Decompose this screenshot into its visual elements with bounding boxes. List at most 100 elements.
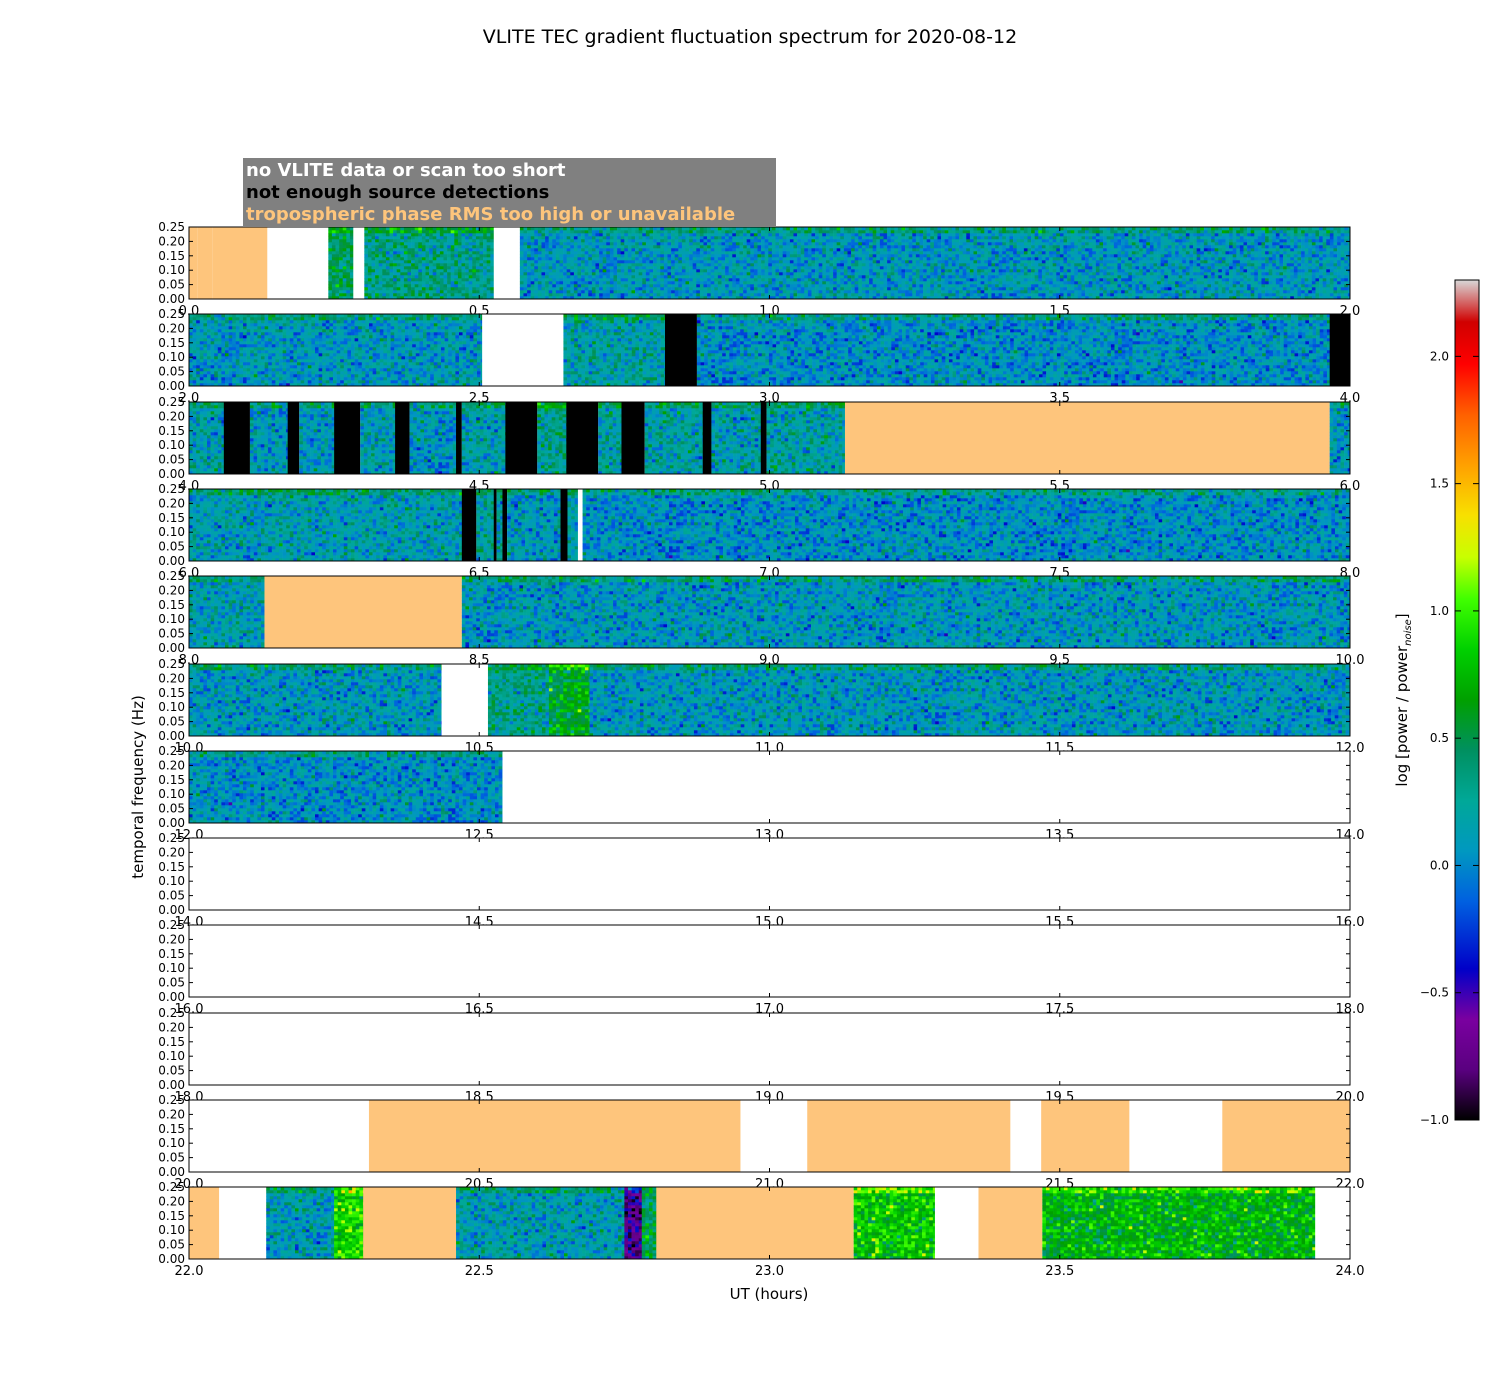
spectrum-cell <box>646 233 650 236</box>
spectrum-cell <box>714 260 718 263</box>
spectrum-cell <box>703 245 707 248</box>
spectrum-cell <box>916 275 920 278</box>
spectrum-cell <box>934 251 938 254</box>
spectrum-cell <box>444 272 448 275</box>
spectrum-cell <box>559 230 563 233</box>
spectrum-cell <box>581 293 585 296</box>
spectrum-cell <box>797 233 801 236</box>
spectrum-cell <box>783 281 787 284</box>
spectrum-cell <box>847 281 851 284</box>
spectrum-cell <box>905 236 909 239</box>
spectrum-cell <box>483 287 487 290</box>
spectrum-cell <box>570 245 574 248</box>
spectrum-cell <box>332 272 336 275</box>
spectrum-cell <box>577 257 581 260</box>
spectrum-cell <box>336 230 340 233</box>
spectrum-cell <box>696 293 700 296</box>
spectrum-cell <box>851 248 855 251</box>
spectrum-cell <box>617 290 621 293</box>
spectrum-cell <box>400 272 404 275</box>
spectrum-cell <box>909 233 913 236</box>
spectrum-cell <box>400 257 404 260</box>
spectrum-cell <box>664 266 668 269</box>
spectrum-cell <box>869 263 873 266</box>
spectrum-cell <box>700 239 704 242</box>
spectrum-cell <box>408 287 412 290</box>
spectrum-cell <box>682 248 686 251</box>
spectrum-cell <box>768 257 772 260</box>
spectrum-cell <box>408 248 412 251</box>
spectrum-cell <box>761 269 765 272</box>
spectrum-cell <box>465 278 469 281</box>
spectrum-cell <box>797 239 801 242</box>
spectrum-cell <box>815 251 819 254</box>
spectrum-cell <box>653 263 657 266</box>
spectrum-cell <box>678 284 682 287</box>
spectrum-cell <box>667 254 671 257</box>
spectrum-cell <box>375 263 379 266</box>
spectrum-cell <box>635 263 639 266</box>
spectrum-cell <box>520 230 524 233</box>
spectrum-cell <box>826 266 830 269</box>
spectrum-cell <box>552 290 556 293</box>
spectrum-cell <box>685 254 689 257</box>
spectrum-cell <box>400 281 404 284</box>
spectrum-cell <box>912 230 916 233</box>
spectrum-cell <box>743 272 747 275</box>
spectrum-cell <box>617 287 621 290</box>
spectrum-cell <box>732 290 736 293</box>
spectrum-cell <box>927 251 931 254</box>
spectrum-cell <box>747 260 751 263</box>
spectrum-cell <box>660 233 664 236</box>
spectrum-cell <box>876 239 880 242</box>
spectrum-cell <box>559 236 563 239</box>
spectrum-cell <box>649 293 653 296</box>
spectrum-cell <box>783 275 787 278</box>
spectrum-cell <box>418 254 422 257</box>
spectrum-cell <box>386 281 390 284</box>
spectrum-cell <box>642 260 646 263</box>
spectrum-cell <box>577 284 581 287</box>
spectrum-cell <box>631 230 635 233</box>
spectrum-cell <box>894 236 898 239</box>
spectrum-cell <box>440 263 444 266</box>
spectrum-cell <box>815 260 819 263</box>
spectrum-cell <box>729 275 733 278</box>
spectrum-cell <box>793 245 797 248</box>
spectrum-cell <box>480 266 484 269</box>
spectrum-cell <box>937 242 941 245</box>
spectrum-cell <box>844 236 848 239</box>
spectrum-cell <box>815 284 819 287</box>
spectrum-cell <box>606 242 610 245</box>
spectrum-cell <box>447 254 451 257</box>
spectrum-cell <box>847 266 851 269</box>
spectrum-cell <box>685 245 689 248</box>
spectrum-cell <box>657 242 661 245</box>
spectrum-cell <box>768 230 772 233</box>
spectrum-cell <box>685 287 689 290</box>
spectrum-cell <box>649 275 653 278</box>
spectrum-cell <box>689 251 693 254</box>
spectrum-cell <box>721 245 725 248</box>
spectrum-cell <box>739 293 743 296</box>
spectrum-cell <box>689 245 693 248</box>
spectrum-cell <box>923 251 927 254</box>
spectrum-cell <box>876 266 880 269</box>
spectrum-cell <box>909 248 913 251</box>
spectrum-cell <box>736 293 740 296</box>
spectrum-cell <box>476 263 480 266</box>
spectrum-cell <box>364 281 368 284</box>
spectrum-cell <box>649 278 653 281</box>
spectrum-cell <box>801 260 805 263</box>
spectrum-cell <box>693 278 697 281</box>
spectrum-cell <box>793 266 797 269</box>
spectrum-cell <box>458 248 462 251</box>
spectrum-cell <box>927 263 931 266</box>
spectrum-cell <box>454 275 458 278</box>
spectrum-cell <box>793 269 797 272</box>
spectrum-cell <box>898 293 902 296</box>
spectrum-cell <box>876 248 880 251</box>
spectrum-cell <box>364 260 368 263</box>
spectrum-cell <box>476 236 480 239</box>
spectrum-cell <box>538 236 542 239</box>
